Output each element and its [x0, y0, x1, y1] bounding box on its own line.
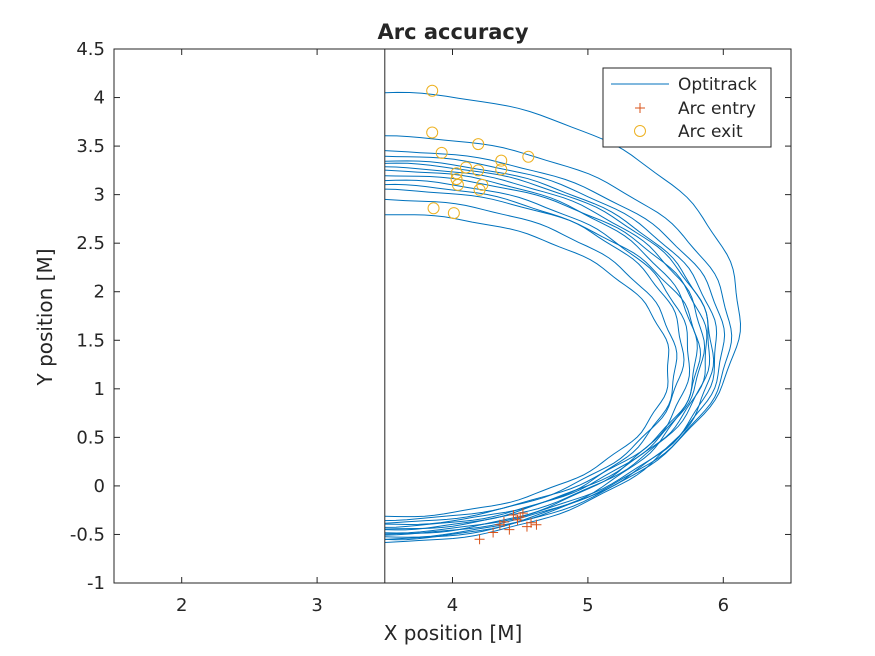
- optitrack-trajectory: [384, 162, 715, 543]
- arc-exit-marker: [450, 173, 463, 186]
- chart-title: Arc accuracy: [377, 20, 528, 44]
- optitrack-trajectory: [384, 198, 678, 531]
- optitrack-trajectory: [384, 91, 742, 540]
- arc-entry-marker: [498, 516, 509, 527]
- arc-entry-marker: [521, 521, 532, 532]
- y-tick-label: 0: [94, 476, 105, 497]
- arc-exit-marker: [435, 146, 448, 159]
- legend-box: [602, 67, 772, 148]
- optitrack-trajectory: [384, 155, 718, 538]
- arc-entry-marker: [526, 517, 537, 528]
- data-layer: [384, 84, 742, 545]
- y-tick-label: 2: [94, 282, 105, 303]
- arc-exit-marker: [495, 154, 508, 167]
- optitrack-trajectory: [384, 150, 726, 534]
- optitrack-trajectory: [384, 179, 691, 535]
- plot-area: 2 3 4 5 6 -1 -0.5 0 0.5 1 1.5 2 2.5 3 3.5 4 4.5 Optitrack…: [70, 39, 792, 616]
- x-tick-label: 4: [447, 595, 458, 616]
- x-axis-label: X position [M]: [384, 621, 523, 645]
- y-tick-label: -0.5: [70, 524, 105, 545]
- arc-exit-marker: [450, 167, 463, 180]
- arc-exit-marker: [426, 84, 439, 97]
- arc-exit-marker: [522, 150, 535, 163]
- x-tick-label: 5: [582, 595, 593, 616]
- arc-entry-marker: [531, 519, 542, 530]
- arc-exit-marker: [476, 178, 489, 191]
- y-tick-label: 0.5: [76, 427, 105, 448]
- y-tick-label: 3: [94, 185, 105, 206]
- legend-label: Optitrack: [678, 75, 757, 95]
- arc-entry-marker: [508, 510, 519, 521]
- legend-label: Arc entry: [678, 99, 756, 119]
- arc-exit-marker: [495, 163, 508, 176]
- x-tick-label: 2: [176, 595, 187, 616]
- arc-exit-marker: [472, 138, 485, 151]
- optitrack-trajectory: [384, 214, 670, 518]
- optitrack-trajectory: [384, 183, 685, 524]
- arc-exit-marker: [460, 161, 473, 174]
- y-tick-label: 4.5: [76, 39, 105, 60]
- arc-entry-marker: [504, 524, 515, 535]
- optitrack-trajectory: [384, 169, 698, 541]
- arc-exit-marker: [447, 207, 460, 220]
- y-tick-label: 1: [94, 379, 105, 400]
- optitrack-trajectory: [384, 160, 711, 530]
- y-tick-label: 3.5: [76, 136, 105, 157]
- arc-exit-marker: [451, 178, 464, 191]
- y-tick-label: 2.5: [76, 233, 105, 254]
- optitrack-trajectory: [384, 188, 702, 522]
- x-tick-label: 6: [718, 595, 729, 616]
- legend-label: Arc exit: [678, 122, 743, 142]
- legend: Optitrack Arc entry Arc exit: [602, 67, 772, 148]
- arc-exit-marker: [426, 126, 439, 139]
- legend-arc-exit-swatch: [634, 125, 646, 137]
- arc-exit-marker: [427, 202, 440, 215]
- arc-entry-marker: [474, 534, 485, 545]
- y-axis-label: Y position [M]: [33, 248, 57, 386]
- occluding-box: [113, 48, 386, 584]
- y-tick-label: 1.5: [76, 330, 105, 351]
- arc-entry-marker: [515, 511, 526, 522]
- arc-entry-marker: [517, 508, 528, 519]
- x-tick-label: 3: [311, 595, 322, 616]
- y-tick-label: 4: [94, 88, 105, 109]
- legend-arc-entry-swatch: [635, 103, 645, 113]
- y-tick-label: -1: [87, 573, 105, 594]
- arc-exit-marker: [472, 164, 485, 177]
- arc-entry-marker: [488, 527, 499, 538]
